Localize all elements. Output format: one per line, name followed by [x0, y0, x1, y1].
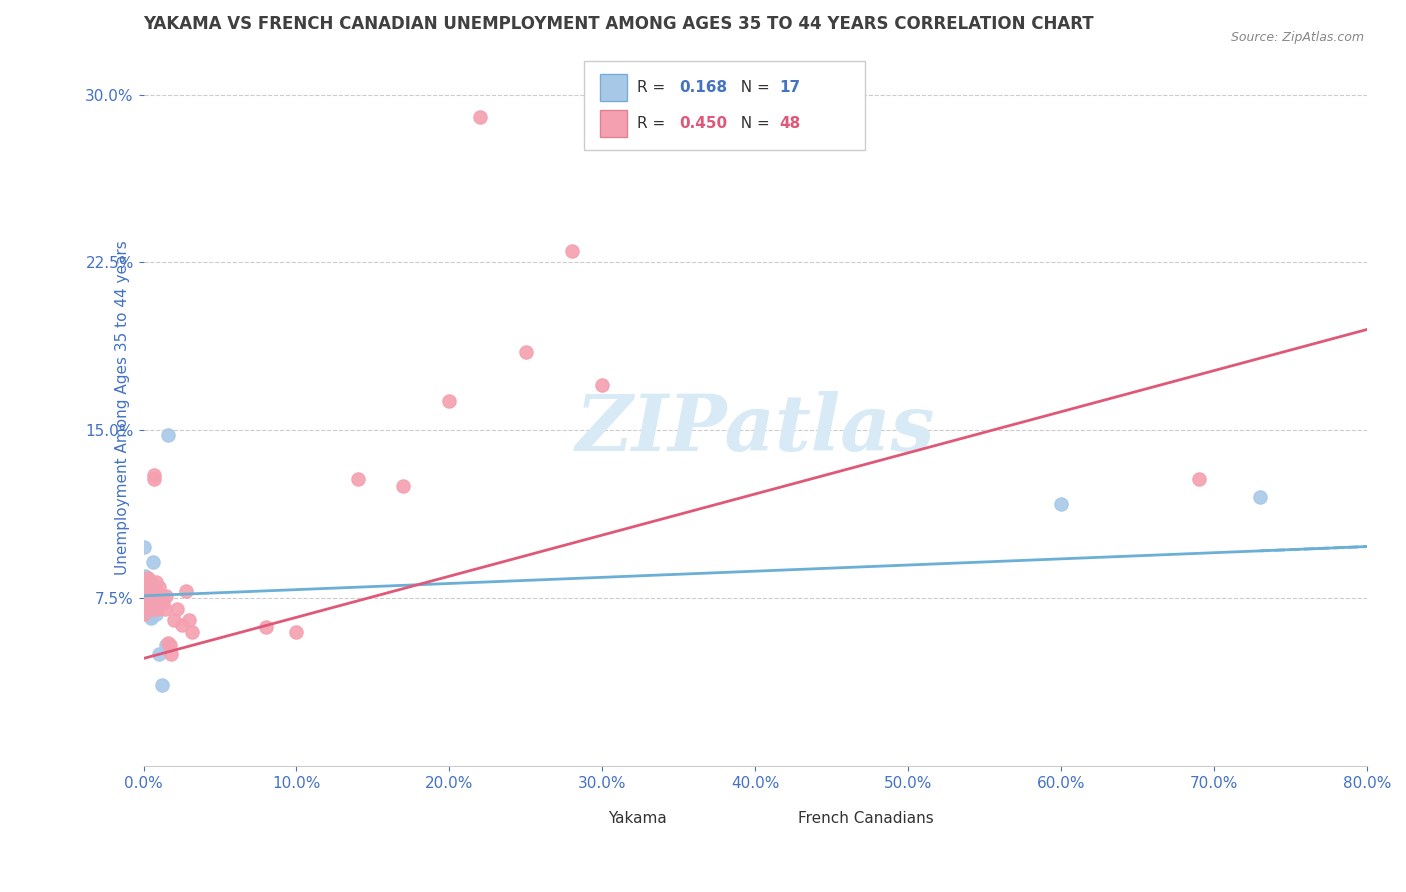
Point — [142, 555, 165, 569]
Point — [145, 575, 167, 590]
Point — [143, 472, 166, 486]
Text: YAKAMA VS FRENCH CANADIAN UNEMPLOYMENT AMONG AGES 35 TO 44 YEARS CORRELATION CHA: YAKAMA VS FRENCH CANADIAN UNEMPLOYMENT A… — [143, 15, 1094, 33]
Point — [148, 647, 170, 661]
Point — [148, 589, 170, 603]
Point — [145, 607, 167, 621]
Point — [439, 394, 461, 409]
Point — [170, 618, 193, 632]
Point — [152, 595, 174, 609]
Text: Source: ZipAtlas.com: Source: ZipAtlas.com — [1230, 31, 1364, 45]
Point — [134, 575, 156, 590]
Text: Yakama: Yakama — [609, 811, 666, 826]
Point — [155, 638, 177, 652]
Point — [468, 110, 491, 124]
Point — [141, 584, 163, 599]
Text: R =: R = — [637, 79, 669, 95]
Point — [142, 593, 165, 607]
Point — [145, 584, 167, 599]
Text: R =: R = — [637, 116, 669, 131]
Text: 17: 17 — [780, 79, 801, 95]
Point — [150, 589, 173, 603]
Point — [179, 614, 201, 628]
Text: 48: 48 — [780, 116, 801, 131]
FancyBboxPatch shape — [600, 110, 627, 137]
Point — [132, 540, 155, 554]
Point — [141, 609, 163, 624]
Point — [1187, 472, 1209, 486]
Point — [392, 479, 415, 493]
Text: N =: N = — [731, 116, 775, 131]
Point — [142, 602, 165, 616]
Point — [346, 472, 368, 486]
Point — [159, 638, 181, 652]
Point — [155, 589, 177, 603]
Point — [136, 602, 159, 616]
Text: N =: N = — [731, 79, 775, 95]
Point — [156, 427, 179, 442]
Point — [149, 593, 172, 607]
Text: 0.450: 0.450 — [679, 116, 727, 131]
Point — [1050, 497, 1073, 511]
Point — [132, 598, 155, 612]
Point — [254, 620, 277, 634]
FancyBboxPatch shape — [768, 807, 789, 829]
FancyBboxPatch shape — [583, 61, 865, 150]
Point — [136, 571, 159, 585]
Point — [143, 467, 166, 482]
Point — [153, 602, 176, 616]
Point — [160, 647, 183, 661]
Point — [150, 678, 173, 692]
Point — [181, 624, 204, 639]
Text: ZIPatlas: ZIPatlas — [575, 391, 935, 467]
Text: 0.168: 0.168 — [679, 79, 727, 95]
Point — [138, 591, 160, 605]
Point — [156, 636, 179, 650]
FancyBboxPatch shape — [578, 807, 600, 829]
Point — [561, 244, 583, 259]
Text: French Canadians: French Canadians — [799, 811, 934, 826]
Point — [1249, 491, 1271, 505]
Point — [135, 595, 157, 609]
Point — [136, 584, 159, 599]
Point — [134, 568, 156, 582]
Y-axis label: Unemployment Among Ages 35 to 44 years: Unemployment Among Ages 35 to 44 years — [115, 241, 129, 575]
Point — [591, 378, 613, 392]
Point — [135, 589, 157, 603]
Point — [136, 595, 159, 609]
Point — [148, 580, 170, 594]
Point — [143, 591, 166, 605]
Point — [134, 582, 156, 596]
Point — [285, 624, 308, 639]
Point — [176, 584, 198, 599]
Point — [141, 611, 163, 625]
Point — [143, 598, 166, 612]
Point — [136, 589, 159, 603]
Point — [141, 575, 163, 590]
FancyBboxPatch shape — [600, 74, 627, 101]
Point — [166, 602, 188, 616]
Point — [138, 607, 160, 621]
Point — [138, 599, 160, 614]
Point — [163, 614, 186, 628]
Point — [135, 580, 157, 594]
Point — [515, 345, 537, 359]
Point — [136, 577, 159, 591]
Point — [146, 602, 169, 616]
Point — [132, 607, 155, 621]
